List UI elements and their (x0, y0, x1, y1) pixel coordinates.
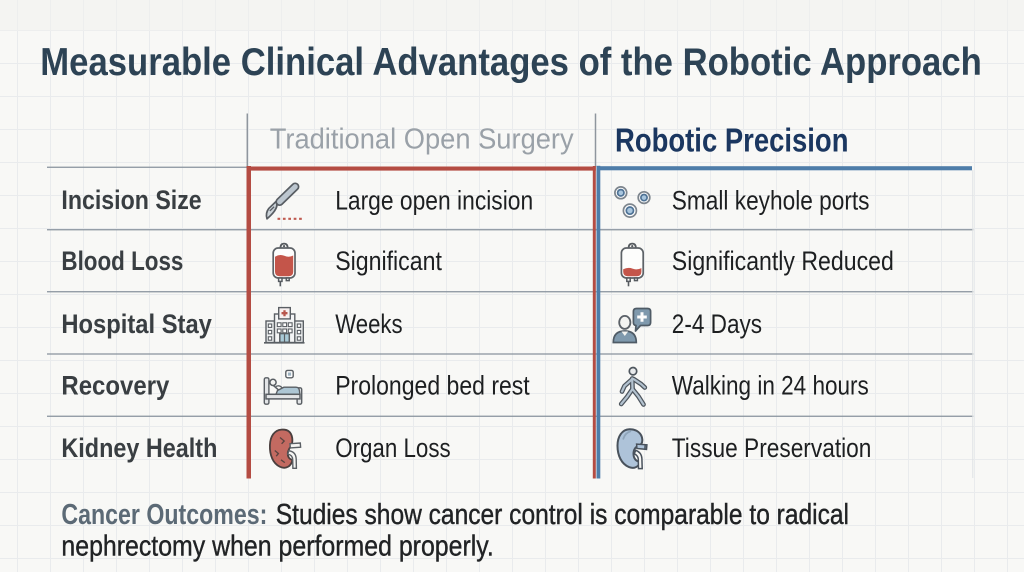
svg-text:Hospital Stay: Hospital Stay (61, 309, 212, 339)
svg-text:2-4 Days: 2-4 Days (672, 309, 762, 339)
svg-text:Tissue Preservation: Tissue Preservation (672, 433, 872, 463)
svg-text:Large open incision: Large open incision (335, 186, 533, 216)
svg-text:nephrectomy when performed pro: nephrectomy when performed properly. (61, 530, 493, 562)
svg-text:Weeks: Weeks (335, 309, 402, 339)
svg-text:Kidney Health: Kidney Health (61, 433, 217, 463)
svg-text:Robotic Precision: Robotic Precision (615, 121, 849, 158)
svg-text:Walking in 24 hours: Walking in 24 hours (672, 371, 869, 401)
svg-text:Incision Size: Incision Size (61, 185, 201, 215)
svg-text:Prolonged bed rest: Prolonged bed rest (335, 371, 530, 401)
svg-text:Measurable Clinical Advantages: Measurable Clinical Advantages of the Ro… (40, 41, 982, 84)
svg-text:Cancer Outcomes:: Cancer Outcomes: (61, 499, 267, 531)
svg-text:Significant: Significant (335, 246, 442, 276)
svg-text:Recovery: Recovery (61, 371, 169, 401)
svg-text:Blood Loss: Blood Loss (61, 246, 183, 276)
svg-text:Studies show cancer control is: Studies show cancer control is comparabl… (276, 499, 849, 531)
svg-text:Significantly Reduced: Significantly Reduced (672, 246, 894, 276)
svg-text:Small keyhole ports: Small keyhole ports (672, 186, 870, 216)
svg-text:Traditional Open Surgery: Traditional Open Surgery (270, 124, 574, 156)
svg-text:Organ Loss: Organ Loss (335, 433, 451, 463)
